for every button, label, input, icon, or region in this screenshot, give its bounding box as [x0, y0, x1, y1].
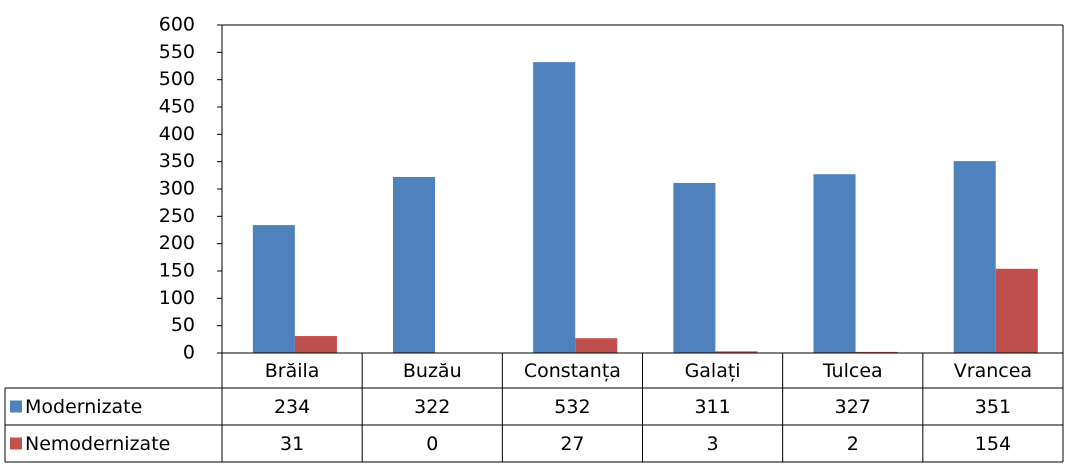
bar	[393, 176, 436, 353]
legend-label: Modernizate	[25, 396, 142, 418]
legend-swatch	[10, 400, 22, 413]
legend-swatch	[10, 437, 22, 450]
x-tick-label: Galați	[685, 360, 741, 382]
table-value: 3	[707, 433, 719, 455]
table-value: 234	[274, 396, 310, 418]
y-tick-label: 50	[171, 314, 195, 336]
y-tick-label: 100	[159, 287, 195, 309]
x-tick-label: Constanța	[524, 360, 621, 382]
y-tick-label: 200	[159, 232, 195, 254]
bar	[673, 182, 716, 353]
bar	[953, 161, 996, 353]
table-value: 2	[847, 433, 859, 455]
table-value: 327	[835, 396, 871, 418]
bar	[252, 225, 295, 353]
y-tick-label: 300	[159, 178, 195, 200]
bar	[995, 268, 1038, 353]
y-tick-label: 150	[159, 260, 195, 282]
bar	[715, 351, 758, 353]
bar	[855, 351, 898, 353]
table-value: 154	[975, 433, 1011, 455]
x-tick-label: Vrancea	[954, 360, 1032, 382]
y-tick-label: 350	[159, 150, 195, 172]
x-tick-label: Buzău	[403, 360, 462, 382]
bar	[533, 62, 576, 353]
y-tick-label: 250	[159, 205, 195, 227]
y-tick-label: 500	[159, 68, 195, 90]
table-value: 311	[694, 396, 730, 418]
table-value: 31	[280, 433, 304, 455]
y-tick-label: 450	[159, 96, 195, 118]
y-tick-label: 0	[183, 342, 195, 364]
bar	[813, 174, 856, 353]
y-tick-label: 400	[159, 123, 195, 145]
x-tick-label: Tulcea	[822, 360, 883, 382]
table-value: 532	[554, 396, 590, 418]
bar	[575, 338, 618, 353]
y-tick-label: 600	[159, 14, 195, 36]
bar	[294, 336, 337, 353]
legend-label: Nemodernizate	[25, 433, 170, 455]
table-value: 0	[426, 433, 438, 455]
y-tick-label: 550	[159, 41, 195, 63]
table-value: 322	[414, 396, 450, 418]
x-tick-label: Brăila	[265, 360, 320, 382]
table-value: 351	[975, 396, 1011, 418]
table-value: 27	[560, 433, 584, 455]
